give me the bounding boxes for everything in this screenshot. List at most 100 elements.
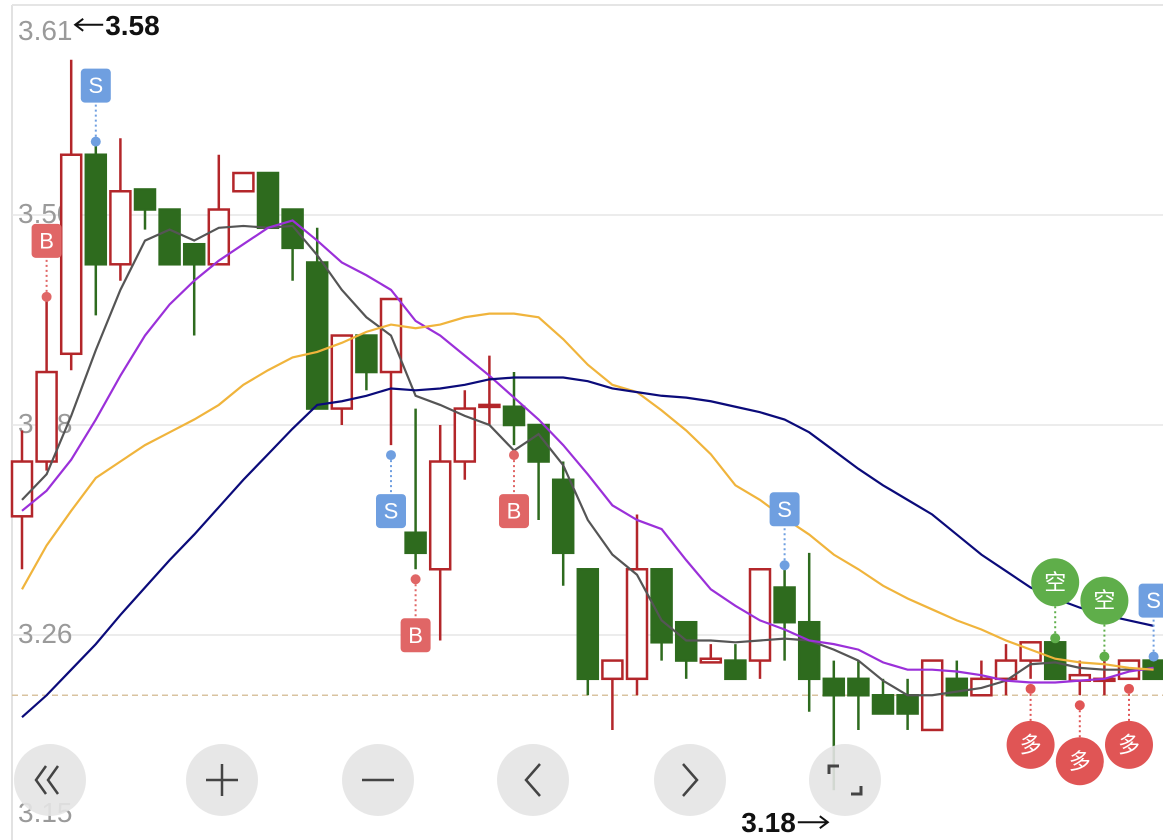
candle-body: [35, 370, 58, 463]
candle-body: [527, 423, 550, 463]
candle-body: [305, 261, 329, 410]
signal-label: S: [88, 73, 103, 98]
signal-badge: [1006, 720, 1055, 769]
moving-average-line: [21, 312, 1154, 671]
signal-dot: [90, 136, 101, 147]
signal-label: S: [777, 497, 792, 522]
candle-body: [330, 334, 354, 410]
candle-body: [601, 659, 624, 681]
signal-marker: B: [499, 450, 529, 529]
signal-badge: [1080, 576, 1129, 625]
signal-dot: [1074, 700, 1085, 711]
signal-dot: [1099, 651, 1110, 662]
signal-marker: B: [400, 574, 431, 653]
high-marker-label: 3.58: [105, 10, 160, 41]
candle-body: [478, 403, 501, 409]
signal-badge: [31, 223, 62, 258]
candle-body: [281, 208, 304, 250]
signal-dot: [1050, 633, 1061, 644]
signal-dot: [779, 560, 790, 571]
moving-average-line: [21, 219, 1154, 684]
candle-body: [404, 531, 427, 555]
candle-body: [576, 568, 600, 681]
signal-badge: [1105, 720, 1153, 769]
rewind-button[interactable]: [14, 744, 86, 816]
signal-badge: [1138, 583, 1163, 618]
signal-marker: 空: [1080, 576, 1129, 662]
signal-dot: [41, 291, 52, 302]
signal-marker: S: [80, 68, 111, 147]
signal-marker: B: [31, 223, 62, 302]
signal-marker: S: [376, 450, 406, 529]
high-arrow: [73, 17, 104, 32]
candle-body: [551, 478, 575, 555]
fullscreen-button[interactable]: [809, 744, 881, 816]
controls: [14, 744, 881, 816]
signal-dot: [410, 574, 421, 585]
signal-dot: [1025, 683, 1036, 694]
prev-button[interactable]: [497, 744, 569, 816]
signal-dot: [386, 450, 396, 461]
signal-label: S: [1146, 588, 1161, 613]
signal-badge: [1031, 558, 1080, 607]
candle-body: [182, 242, 206, 266]
candle-body: [797, 620, 821, 681]
signal-badge: [400, 618, 431, 653]
signal-dot: [1148, 651, 1159, 662]
candle-body: [822, 677, 846, 697]
candle-body: [453, 407, 477, 463]
candle-body: [994, 659, 1018, 681]
signal-badge: [376, 494, 406, 529]
candle-body: [232, 171, 255, 193]
moving-average-line: [21, 224, 1154, 697]
signal-badge: [80, 68, 111, 103]
signal-label: B: [408, 623, 423, 648]
candle-body: [502, 405, 526, 427]
zoom-out-button[interactable]: [342, 744, 414, 816]
candle-body: [84, 153, 108, 266]
candle-body: [158, 208, 181, 266]
grid: 3.613.503.383.263.15: [12, 4, 1163, 828]
next-button[interactable]: [654, 744, 726, 816]
candle-body: [355, 334, 378, 374]
signal-label: B: [39, 228, 54, 253]
signal-label: 空: [1044, 570, 1066, 595]
candle-body: [59, 153, 83, 356]
y-tick-label: 3.61: [18, 15, 73, 46]
candle-body: [871, 694, 895, 715]
signal-marker: S: [1138, 583, 1163, 662]
low-marker-label: 3.18: [741, 807, 796, 838]
signal-marker: 多: [1105, 683, 1153, 769]
signal-marker: S: [769, 492, 800, 571]
candle-body: [699, 657, 723, 664]
candle-body: [10, 460, 34, 518]
signal-label: 多: [1118, 732, 1140, 757]
candle-body: [724, 659, 747, 681]
y-tick-label: 3.26: [18, 618, 73, 649]
signal-marker: 空: [1031, 558, 1080, 644]
signal-label: B: [507, 499, 522, 524]
signal-label: S: [384, 499, 399, 524]
signal-dot: [1124, 683, 1134, 694]
low-arrow: [797, 815, 830, 830]
signal-marker: 多: [1006, 683, 1055, 769]
zoom-in-button[interactable]: [186, 744, 258, 816]
candle-body: [896, 694, 919, 715]
signal-dot: [509, 450, 519, 461]
candle-body: [748, 568, 772, 662]
candle-body: [847, 677, 870, 697]
signal-label: 空: [1093, 588, 1115, 613]
candle-body: [773, 586, 796, 624]
candle-body: [256, 171, 280, 230]
moving-average-line: [21, 376, 1154, 718]
candle-body: [109, 190, 132, 266]
candle-body: [133, 188, 157, 211]
signal-marker: 多: [1055, 700, 1104, 786]
signal-badge: [1055, 737, 1104, 786]
candle-body: [428, 460, 452, 571]
signal-label: 多: [1069, 749, 1091, 774]
signal-badge: [499, 494, 529, 529]
candle-body: [207, 208, 231, 266]
